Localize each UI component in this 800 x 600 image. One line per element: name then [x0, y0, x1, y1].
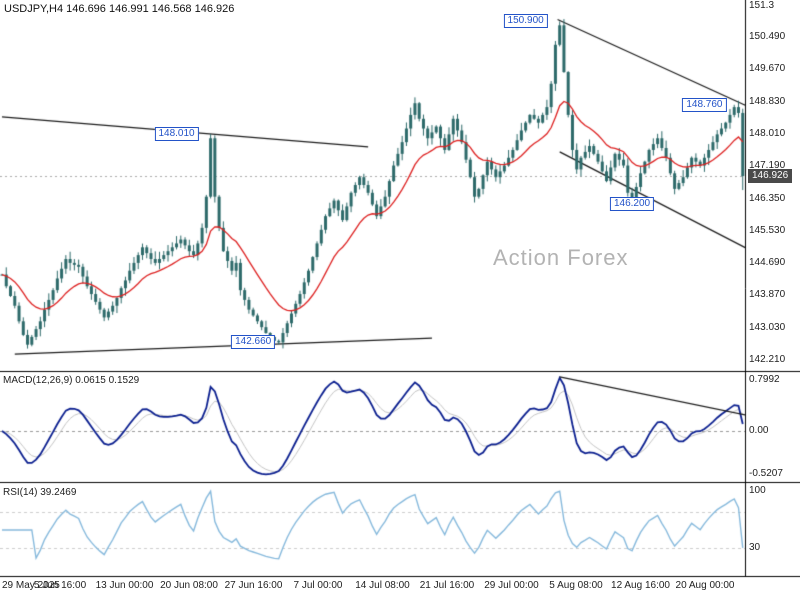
time-axis-label: 7 Jul 00:00: [293, 580, 343, 591]
time-axis-label: 27 Jun 16:00: [224, 580, 283, 591]
watermark: Action Forex: [493, 245, 629, 270]
price-axis-label: 148.010: [749, 127, 786, 139]
price-annotation-tag: 148.010: [154, 126, 199, 141]
price-axis-label: 143.870: [749, 289, 786, 301]
macd-axis-label: 0.00: [749, 425, 769, 437]
price-annotation-tag: 142.660: [231, 335, 276, 350]
price-axis-label: 144.690: [749, 257, 786, 269]
time-axis-label: 29 May 2025: [2, 580, 60, 591]
time-axis-label: 13 Jun 00:00: [95, 580, 154, 591]
macd-axis-label: -0.5207: [749, 468, 783, 479]
price-axis-label: 147.190: [749, 159, 786, 171]
macd-axis-label: 0.7992: [749, 374, 780, 385]
price-axis-label: 142.210: [749, 353, 786, 365]
rsi-axis-label: 30: [749, 542, 761, 554]
time-axis-label: 20 Jun 08:00: [160, 580, 218, 591]
price-axis-label: 148.830: [749, 96, 786, 108]
macd-label: MACD(12,26,9) 0.0615 0.1529: [3, 375, 140, 386]
time-axis-label: 14 Jul 08:00: [355, 580, 410, 591]
price-annotation-tag: 148.760: [682, 97, 727, 112]
time-axis-label: 29 Jul 00:00: [484, 580, 539, 591]
time-axis-label: 21 Jul 16:00: [419, 580, 475, 591]
price-axis-label: 143.030: [749, 321, 786, 333]
price-annotation-tag: 146.200: [609, 197, 655, 212]
price-axis-label: 145.530: [749, 224, 786, 236]
time-axis-label: 20 Aug 00:00: [675, 580, 735, 591]
price-axis-label: 150.490: [749, 31, 786, 43]
time-axis-label: 5 Jun 16:00: [33, 580, 87, 591]
price-axis-label: 149.670: [749, 63, 786, 75]
rsi-label: RSI(14) 39.2469: [3, 487, 77, 498]
time-axis-label: 5 Aug 08:00: [549, 580, 603, 591]
price-annotation-tag: 150.900: [503, 14, 548, 29]
price-axis-label: 151.3: [749, 0, 775, 11]
price-axis-label: 146.350: [749, 192, 786, 204]
chart-title: USDJPY,H4 146.696 146.991 146.568 146.92…: [4, 3, 235, 15]
rsi-axis-label: 100: [749, 485, 766, 496]
current-price-tag: 146.926: [748, 169, 793, 184]
time-axis-label: 12 Aug 16:00: [611, 580, 670, 591]
